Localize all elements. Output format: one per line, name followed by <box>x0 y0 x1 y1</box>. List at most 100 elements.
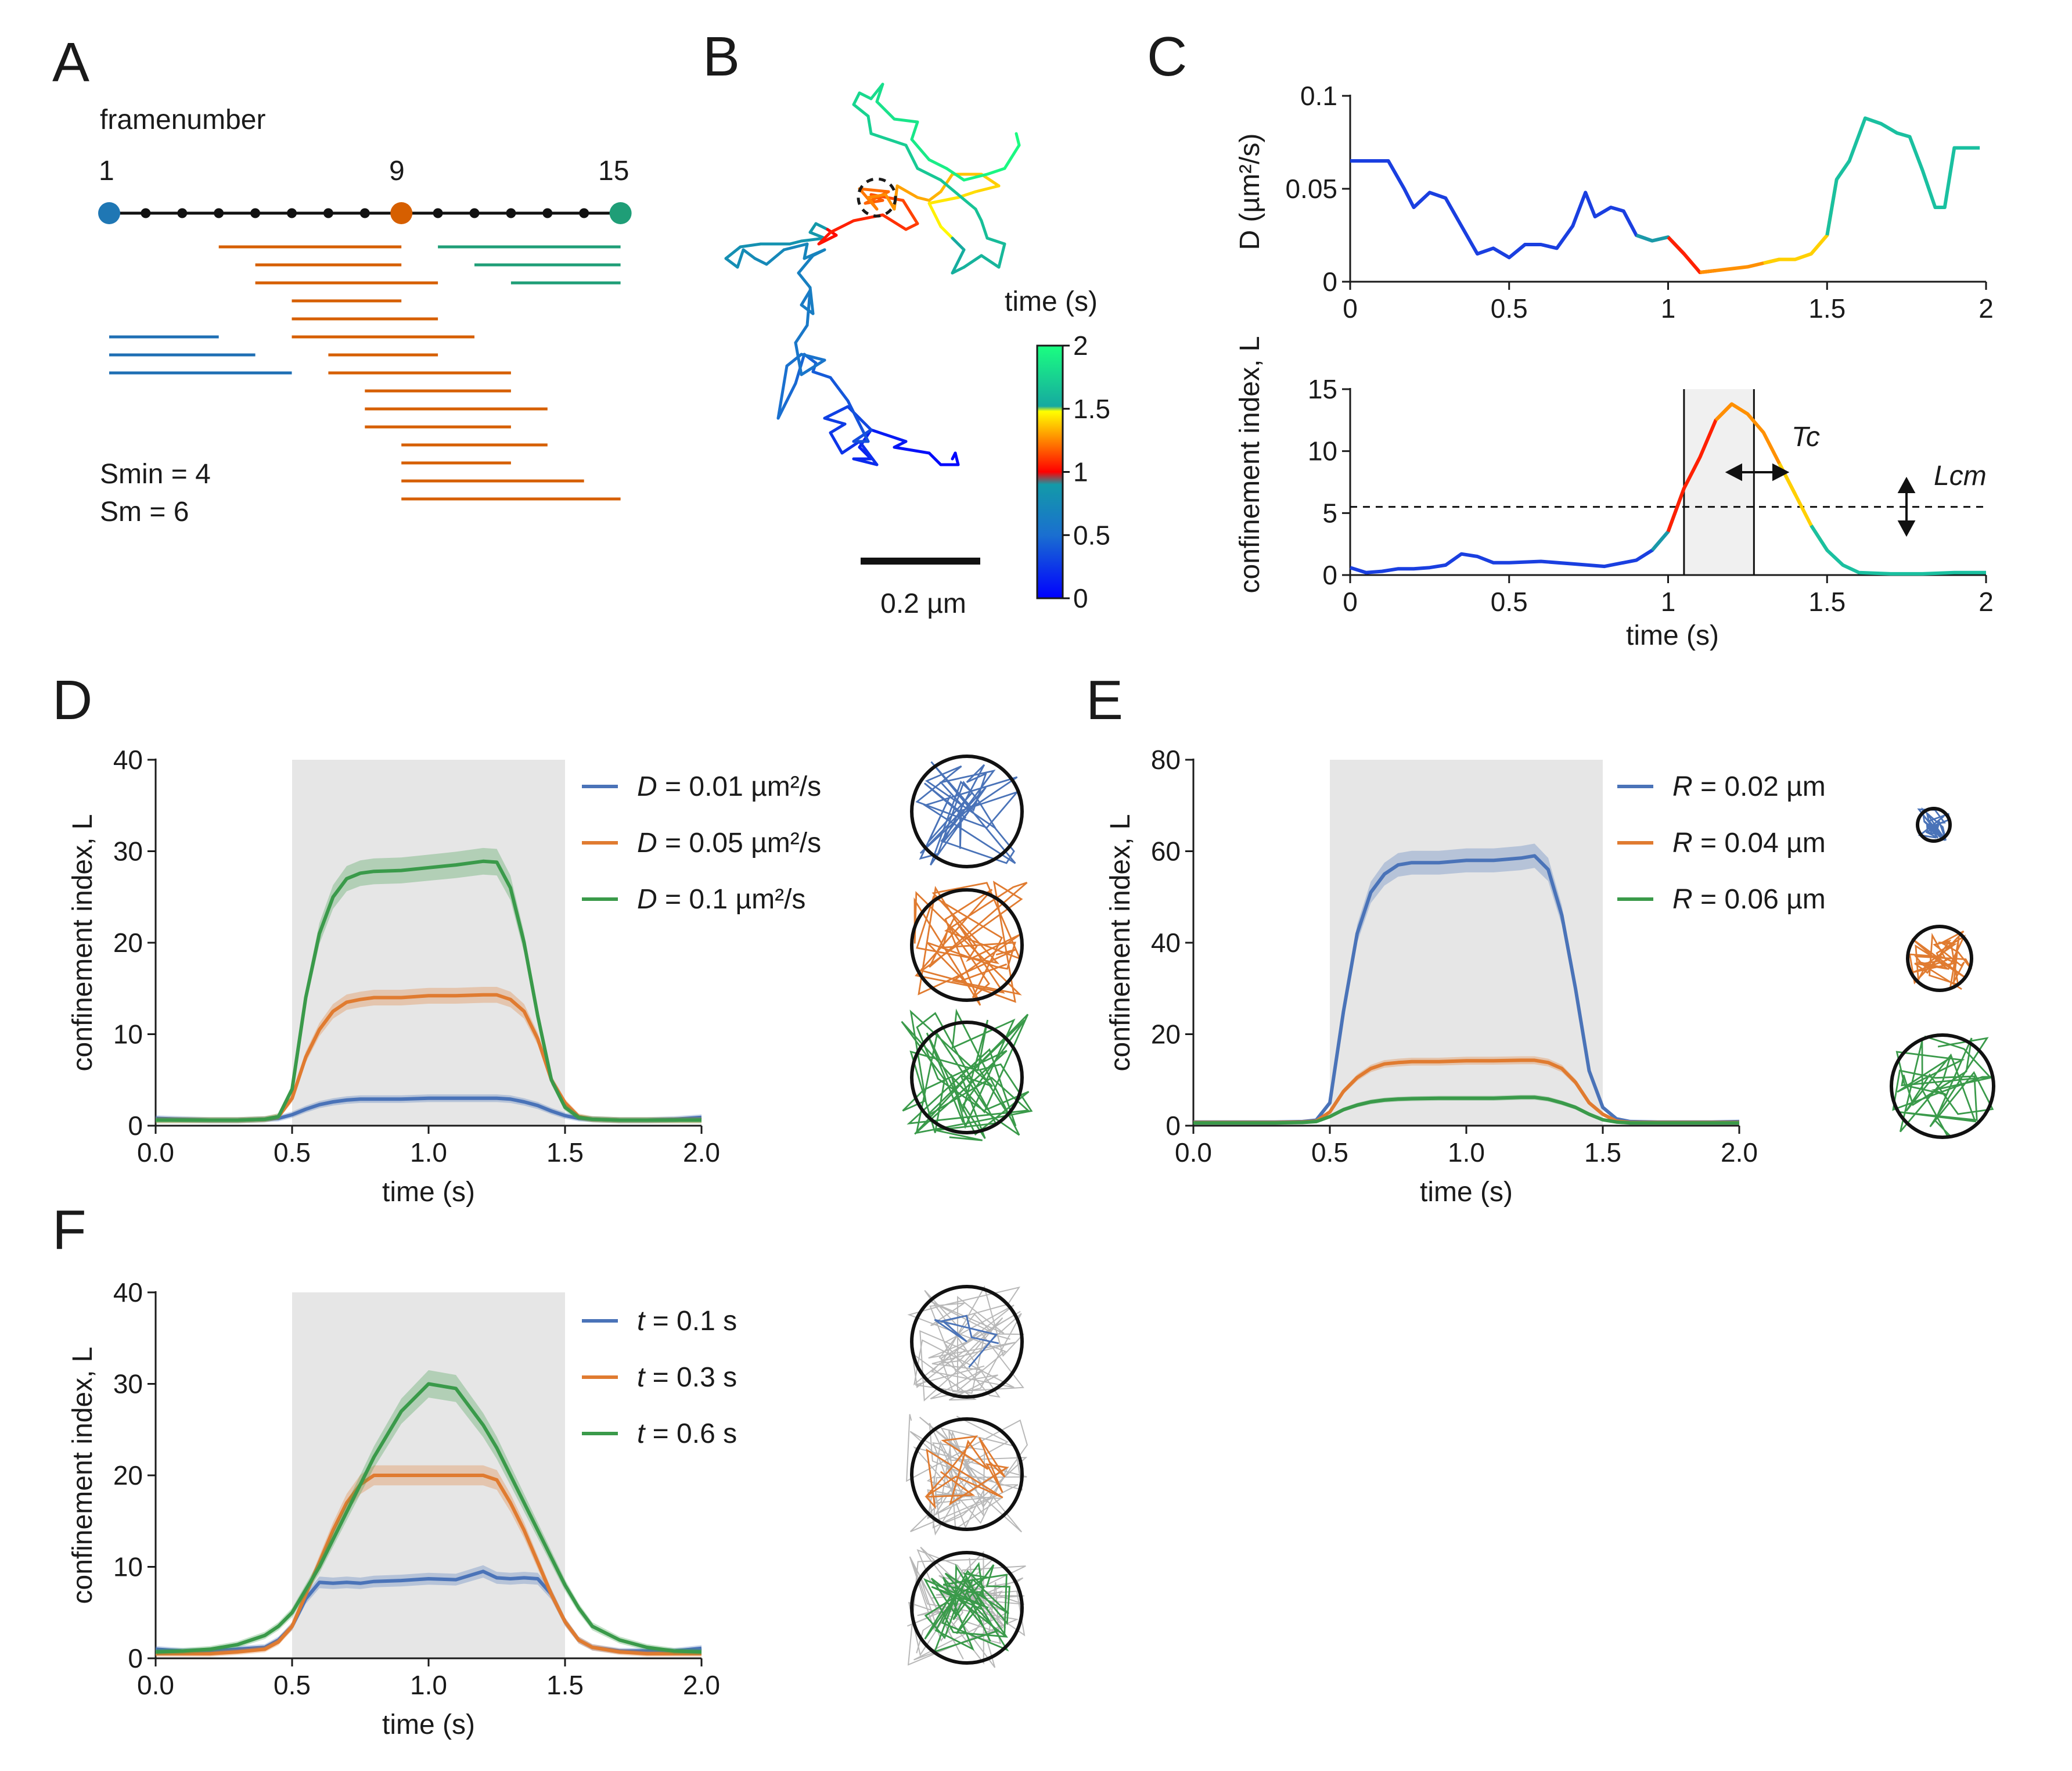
x-tick-label: 1.0 <box>410 1670 447 1700</box>
trajectory-segment <box>800 353 826 362</box>
inset-trajectory <box>934 1314 999 1368</box>
frame-label-9: 9 <box>389 156 405 186</box>
c-bottom-ylabel: confinement index, L <box>1235 336 1265 594</box>
trajectory-segment <box>1003 143 1021 170</box>
inset-background-steps <box>907 1285 1025 1402</box>
x-tick-label: 2.0 <box>1721 1137 1758 1168</box>
trajectory-segment <box>904 143 919 170</box>
y-tick-label: 0 <box>1166 1111 1181 1141</box>
trajectory-segment <box>945 167 966 182</box>
trajectory-segment <box>800 236 826 243</box>
x-tick-label: 0.0 <box>137 1670 174 1700</box>
trajectory-segment <box>797 271 812 289</box>
c-top-series-line <box>1825 116 1980 236</box>
confinement-circle-marker <box>857 177 897 218</box>
series-line <box>156 859 702 1122</box>
legend-label-rest: = 0.06 µm <box>1693 884 1826 915</box>
trajectory-segment <box>881 213 908 231</box>
legend-label: t = 0.1 s <box>637 1306 737 1337</box>
panel-letter-b: B <box>703 26 740 88</box>
trajectory-segment <box>803 242 809 260</box>
legend-label-var: D <box>637 771 657 802</box>
trajectory-segment <box>858 416 873 432</box>
trajectory-segment <box>829 376 850 403</box>
frame-dot <box>469 208 480 218</box>
trajectory-segment <box>823 416 847 426</box>
trajectory-segment <box>893 117 919 124</box>
series-line <box>1193 1095 1739 1125</box>
trajectory-segment <box>829 431 844 455</box>
x-tick-label: 2.0 <box>683 1137 720 1168</box>
inset-circle <box>1906 925 1973 992</box>
c-bottom-series-line <box>1810 525 1986 576</box>
trajectory-segment <box>858 91 873 100</box>
trajectory-segment <box>869 132 908 147</box>
y-tick-label: 5 <box>1322 498 1337 528</box>
y-tick-label: 0.05 <box>1285 174 1337 204</box>
trajectory-segment <box>866 114 873 135</box>
tc-arrow <box>1725 463 1790 482</box>
x-tick-label: 0.5 <box>274 1670 311 1700</box>
frame-dot <box>250 208 261 218</box>
smin-text: Smin = 4 <box>100 459 211 490</box>
panel-e: E 0.0 0.5 1.0 1.5 2.0 0 20 40 60 80 time (s) confin… <box>1086 669 1995 1208</box>
trajectory-segment <box>765 248 786 266</box>
trajectory-segment <box>951 248 966 275</box>
y-tick-label: 60 <box>1151 836 1181 867</box>
lcm-arrow <box>1897 476 1916 537</box>
frame-dot <box>141 208 151 218</box>
y-tick-label: 0.1 <box>1300 81 1337 111</box>
trajectory-segment <box>927 196 960 205</box>
legend-label-rest: = 0.01 µm²/s <box>657 771 821 802</box>
trajectory-segment <box>788 239 803 246</box>
colorbar <box>1036 344 1064 599</box>
trajectory-segment <box>997 242 1006 269</box>
c-xlabel: time (s) <box>1626 620 1719 651</box>
frame-dot <box>323 208 333 218</box>
x-tick-label: 1.0 <box>410 1137 447 1168</box>
legend-label: R = 0.02 µm <box>1672 771 1826 802</box>
c-top-series-line <box>1667 236 1716 274</box>
trajectory-segment <box>939 178 977 211</box>
trajectory-segment <box>797 254 815 275</box>
trajectory-segment <box>866 193 887 199</box>
x-tick-label: 0.5 <box>1491 293 1528 324</box>
panel-d: D 0.0 0.5 1.0 1.5 2.0 0 10 20 30 40 time (s) confin… <box>52 669 1033 1208</box>
panel-letter-d: D <box>52 669 92 731</box>
y-tick-label: 0 <box>128 1643 143 1673</box>
frame-dot <box>177 208 188 218</box>
insets-f <box>906 1285 1028 1668</box>
trajectory-segment <box>962 254 983 269</box>
trajectory-segment <box>814 222 829 231</box>
trajectory-segment <box>951 236 966 252</box>
trajectory-segment <box>910 138 931 161</box>
y-tick-label: 20 <box>113 928 143 958</box>
inset-trajectory <box>1917 807 1950 841</box>
legend-label-var: R <box>1672 828 1693 858</box>
chart-c-top: 0 0.5 1 1.5 2 0 0.05 0.1 <box>1285 81 1993 324</box>
y-tick-label: 0 <box>1322 560 1337 590</box>
y-tick-label: 80 <box>1151 745 1181 775</box>
c-top-ylabel: D (µm²/s) <box>1235 134 1265 250</box>
x-tick-label: 2 <box>1979 587 1994 617</box>
inset-circle <box>1890 1033 1995 1139</box>
legend-label: D = 0.1 µm²/s <box>637 884 805 915</box>
trajectory-segment <box>829 422 847 434</box>
trajectory-segment <box>1015 132 1021 147</box>
legend-label: t = 0.3 s <box>637 1362 737 1393</box>
trajectory-segment <box>794 341 803 376</box>
trajectory-segment <box>927 451 943 466</box>
c-top-series-line <box>1350 159 1653 260</box>
y-tick-label: 30 <box>113 1369 143 1399</box>
frame-dot <box>433 208 443 218</box>
legend-label-rest: = 0.6 s <box>645 1418 737 1449</box>
trajectory-segment <box>852 457 879 466</box>
trajectory-segment <box>829 219 855 234</box>
trajectory-segment <box>980 254 1001 269</box>
frame-dot-highlight <box>98 202 120 224</box>
legend-label: D = 0.05 µm²/s <box>637 828 821 858</box>
panel-letter-f: F <box>52 1199 87 1261</box>
inset-background-steps <box>907 1546 1026 1668</box>
inset-trajectory <box>923 1561 1010 1653</box>
